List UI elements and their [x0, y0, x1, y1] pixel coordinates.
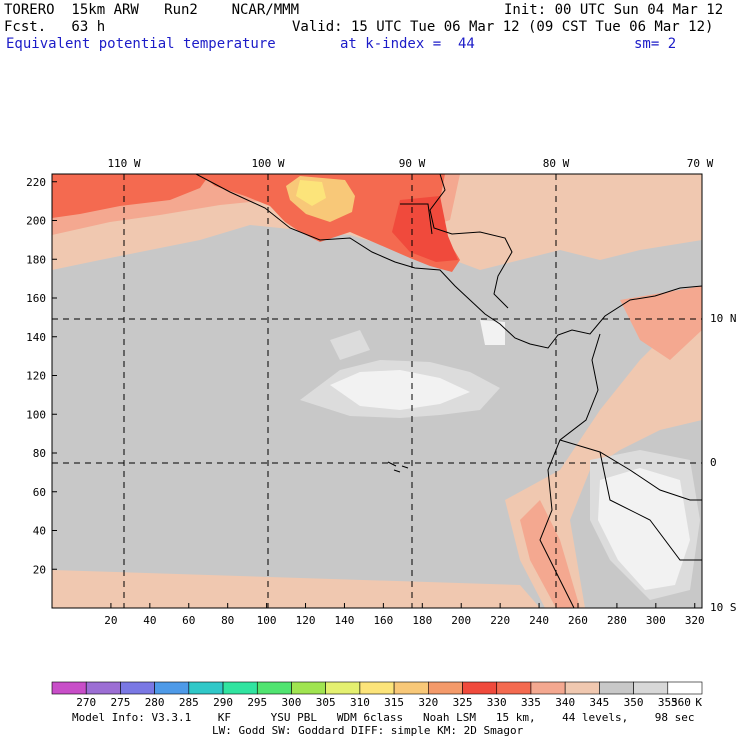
colorbar-label: 315: [384, 696, 404, 709]
map-field: [52, 174, 702, 608]
x-tick-label: 280: [607, 614, 627, 627]
x-tick-label: 40: [143, 614, 156, 627]
lat-lon-grid: [52, 174, 702, 608]
colorbar-label: 340: [555, 696, 575, 709]
field-name: Equivalent potential temperature: [6, 36, 276, 52]
y-tick-label: 20: [33, 563, 46, 576]
colorbar-label: 325: [453, 696, 473, 709]
colorbar-label: 355: [658, 696, 678, 709]
x-tick-label: 20: [104, 614, 117, 627]
level-info: at k-index = 44: [340, 36, 475, 52]
longitude-label: 100 W: [251, 157, 284, 170]
model-title: TORERO 15km ARW Run2 NCAR/MMM: [4, 2, 300, 18]
latitude-label: 0: [710, 456, 717, 469]
colorbar-label: 295: [247, 696, 267, 709]
y-tick-label: 200: [26, 215, 46, 228]
model-info: Model Info: V3.3.1 KF YSU PBL WDM 6class…: [72, 711, 695, 724]
colorbar-swatch: [530, 681, 566, 695]
colorbar-swatch: [291, 681, 326, 695]
y-tick-label: 180: [26, 253, 46, 266]
colorbar: 270 275 280 285 290 295 300 305 310 315 320 325 330 3…: [51, 681, 703, 709]
colorbar-swatch: [633, 681, 669, 695]
x-tick-label: 180: [412, 614, 432, 627]
x-axis: 20 40 60 80 100 120 140 160 180 200 220 240 260 280 30…: [104, 603, 705, 627]
latitude-label: 10 S: [710, 601, 737, 614]
colorbar-label: 320: [418, 696, 438, 709]
colorbar-swatch: [359, 681, 395, 695]
colorbar-label: 270: [76, 696, 96, 709]
colorbar-label: 305: [316, 696, 336, 709]
colorbar-swatch: [256, 681, 292, 695]
x-tick-label: 200: [451, 614, 471, 627]
colorbar-unit: K: [695, 696, 702, 709]
y-tick-label: 120: [26, 370, 46, 383]
colorbar-label: 290: [213, 696, 233, 709]
longitude-labels: 110 W 100 W 90 W 80 W 70 W: [107, 157, 713, 170]
x-tick-label: 260: [568, 614, 588, 627]
colorbar-swatch: [120, 681, 155, 695]
latitude-labels: 10 N 0 10 S: [710, 312, 737, 614]
y-tick-label: 100: [26, 408, 46, 421]
x-tick-label: 300: [646, 614, 666, 627]
longitude-label: 110 W: [107, 157, 140, 170]
coastlines: [195, 174, 702, 608]
longitude-label: 70 W: [687, 157, 714, 170]
latitude-label: 10 N: [710, 312, 737, 325]
colorbar-label: 345: [589, 696, 609, 709]
longitude-label: 90 W: [399, 157, 426, 170]
x-tick-label: 220: [490, 614, 510, 627]
y-tick-label: 140: [26, 331, 46, 344]
colorbar-label: 280: [145, 696, 165, 709]
y-tick-label: 160: [26, 292, 46, 305]
colorbar-swatch: [51, 681, 87, 695]
colorbar-swatch: [393, 681, 429, 695]
colorbar-swatch: [188, 681, 224, 695]
y-axis: 20 40 60 80 100 120 140 160 180 200 220: [26, 176, 57, 576]
y-tick-label: 40: [33, 525, 46, 538]
map-frame: [51, 173, 703, 609]
colorbar-swatch: [462, 681, 498, 695]
colorbar-label: 310: [350, 696, 370, 709]
x-tick-label: 160: [373, 614, 393, 627]
colorbar-swatch: [564, 681, 600, 695]
valid-time: Valid: 15 UTC Tue 06 Mar 12 (09 CST Tue …: [292, 19, 714, 35]
x-tick-label: 240: [529, 614, 549, 627]
x-tick-label: 120: [296, 614, 316, 627]
x-tick-label: 100: [257, 614, 277, 627]
physics-info: LW: Godd SW: Goddard DIFF: simple KM: 2D…: [212, 724, 524, 737]
colorbar-label: 360: [671, 696, 691, 709]
init-time: Init: 00 UTC Sun 04 Mar 12: [504, 2, 724, 18]
y-tick-label: 80: [33, 447, 46, 460]
colorbar-swatch: [599, 681, 634, 695]
x-tick-label: 60: [182, 614, 195, 627]
y-tick-label: 220: [26, 176, 46, 189]
colorbar-swatch: [496, 681, 532, 695]
forecast-hour: Fcst. 63 h: [4, 19, 106, 35]
smoothing-info: sm= 2: [634, 36, 677, 52]
colorbar-swatch: [85, 681, 121, 695]
x-tick-label: 320: [685, 614, 705, 627]
x-tick-label: 80: [221, 614, 234, 627]
x-tick-label: 140: [335, 614, 355, 627]
colorbar-swatch: [222, 681, 258, 695]
colorbar-label: 350: [624, 696, 644, 709]
colorbar-swatch: [325, 681, 361, 695]
y-tick-label: 60: [33, 486, 46, 499]
colorbar-label: 275: [110, 696, 130, 709]
colorbar-label: 300: [282, 696, 302, 709]
colorbar-swatch: [428, 681, 463, 695]
colorbar-label: 335: [521, 696, 541, 709]
colorbar-swatch: [667, 681, 703, 695]
colorbar-label: 285: [179, 696, 199, 709]
longitude-label: 80 W: [543, 157, 570, 170]
colorbar-swatch: [154, 681, 190, 695]
colorbar-label: 330: [487, 696, 507, 709]
